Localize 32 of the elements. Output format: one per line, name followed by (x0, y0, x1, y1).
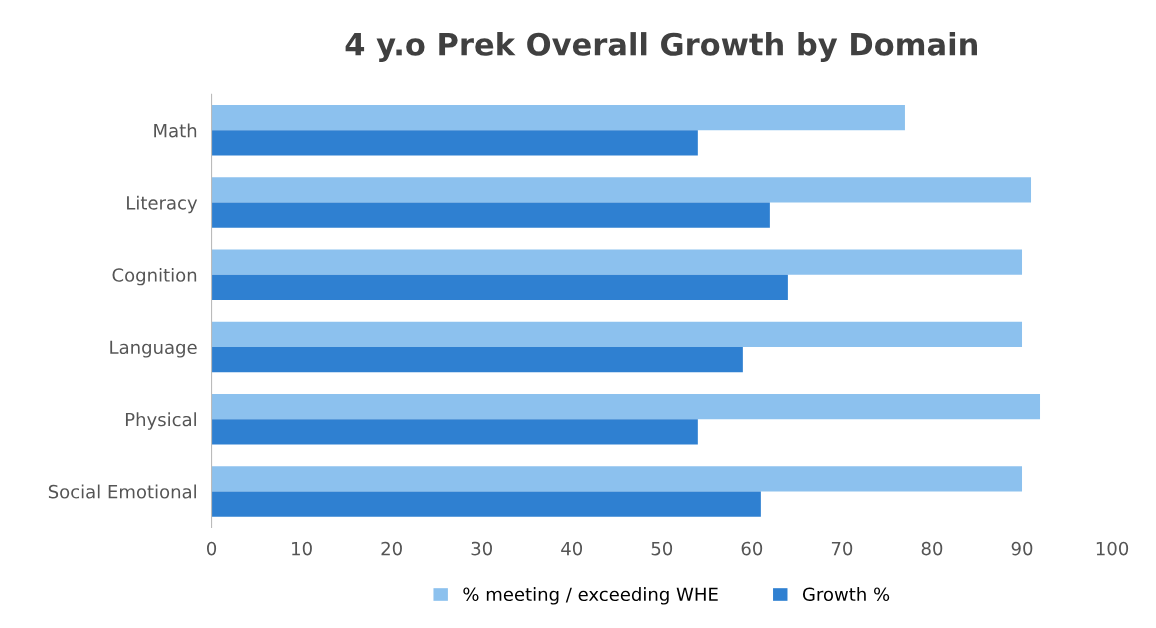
y-tick-label: Language (110, 340, 197, 358)
x-tick-label: 30 (471, 541, 492, 556)
y-tick-label: Cognition (112, 267, 197, 286)
x-tick-label: 80 (921, 541, 943, 556)
x-tick-label: 50 (651, 541, 673, 556)
bar (211, 346, 743, 373)
bar (211, 419, 698, 445)
bar (211, 393, 1041, 420)
chart-title: 4 y.o Prek Overall Growth by Domain (345, 32, 977, 62)
bar (211, 105, 905, 131)
x-tick-label: 40 (561, 541, 583, 556)
x-tick-label: 100 (1096, 541, 1129, 556)
x-tick-label: 10 (292, 541, 312, 556)
y-tick-label: Math (154, 123, 197, 138)
x-tick-label: 70 (831, 541, 853, 556)
y-tick-label: Physical (125, 412, 196, 430)
bar (211, 202, 770, 228)
y-tick-label: Literacy (127, 195, 198, 214)
bar (211, 491, 761, 517)
x-tick-label: 60 (741, 541, 763, 556)
bar (211, 274, 788, 301)
legend-label: % meeting / exceeding WHE (463, 587, 718, 605)
bar (211, 130, 698, 156)
bar (211, 249, 1023, 275)
bar (211, 177, 1032, 203)
x-tick-label: 20 (381, 541, 402, 556)
bar (211, 321, 1023, 347)
x-tick-label: 0 (206, 541, 217, 556)
bar (211, 466, 1023, 492)
x-tick-label: 90 (1011, 541, 1033, 556)
legend-label: Growth % (802, 587, 890, 602)
y-tick-label: Social Emotional (48, 484, 196, 499)
